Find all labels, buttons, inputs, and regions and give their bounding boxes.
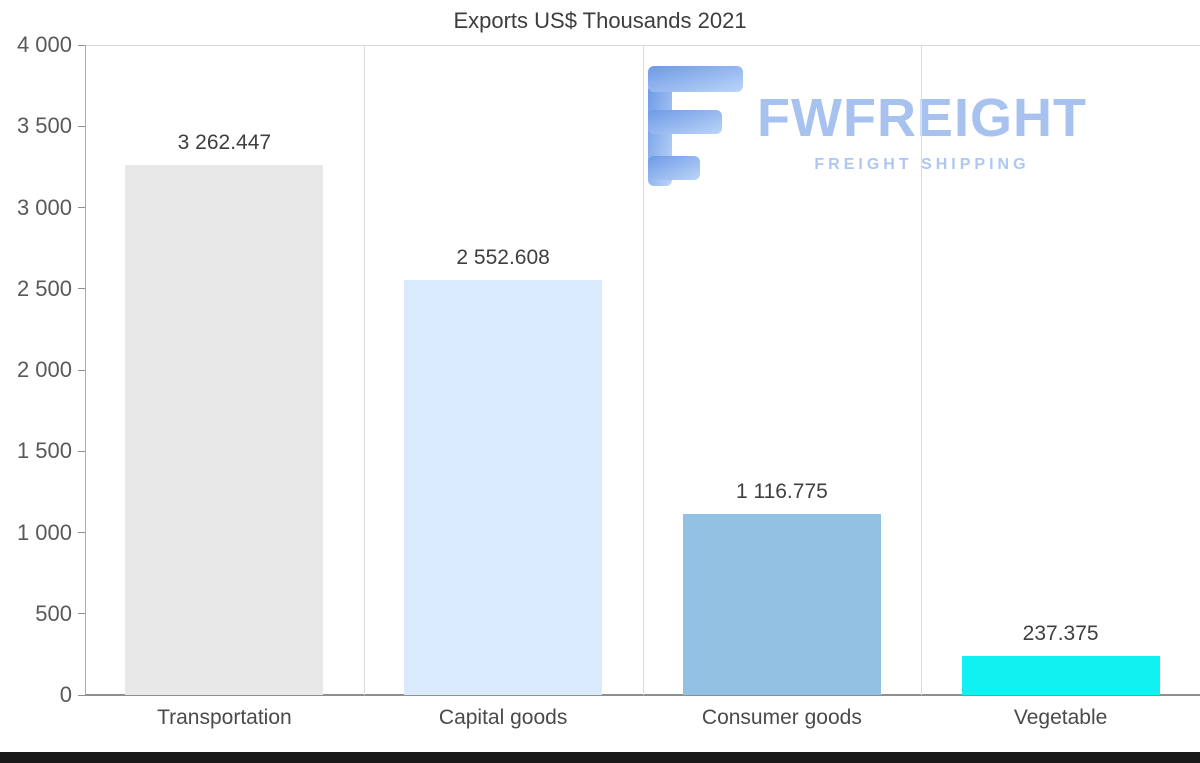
y-tick-label: 1 000: [16, 519, 72, 545]
y-tick-mark: [78, 125, 85, 127]
y-axis-line: [85, 45, 86, 695]
gridline-vertical: [363, 45, 365, 695]
y-tick-mark: [78, 613, 85, 615]
y-tick-mark: [78, 207, 85, 208]
logo-tagline: FREIGHT SHIPPING: [814, 156, 1030, 173]
fwfreight-f-icon: [648, 66, 743, 191]
y-tick-mark: [78, 288, 85, 290]
bar-value-label: 237.375: [1022, 622, 1099, 646]
bar-value-label: 2 552.608: [456, 246, 550, 270]
chart-title: Exports US$ Thousands 2021: [453, 8, 747, 33]
gridline-vertical: [642, 45, 644, 695]
bar-transportation: [125, 164, 324, 695]
y-tick-mark: [78, 694, 85, 696]
bar-capital-goods: [404, 280, 603, 695]
y-tick-mark: [78, 44, 85, 46]
y-tick-label: 0: [59, 682, 72, 707]
bar-value-label: 1 116.775: [735, 479, 828, 503]
y-tick-label: 1 500: [16, 438, 72, 464]
footer-bar: [0, 752, 1200, 763]
y-tick-mark: [78, 532, 85, 533]
y-tick-label: 3 000: [16, 194, 72, 220]
x-category-label: Capital goods: [438, 706, 568, 729]
y-tick-label: 4 000: [16, 32, 72, 57]
x-category-label: Transportation: [157, 706, 292, 729]
gridline-vertical: [921, 45, 923, 695]
bar-value-label: 3 262.447: [177, 130, 272, 154]
bar-vegetable: [961, 656, 1160, 695]
y-tick-label: 3 500: [16, 113, 72, 139]
x-category-label: Consumer goods: [701, 706, 862, 729]
y-tick-label: 2 500: [16, 275, 72, 301]
y-tick-label: 500: [35, 600, 72, 626]
y-tick-mark: [78, 450, 85, 452]
x-category-label: Vegetable: [1013, 706, 1108, 729]
logo: FWFREIGHT FREIGHT SHIPPING: [648, 66, 1153, 188]
y-tick-label: 2 000: [16, 357, 72, 382]
y-tick-mark: [78, 369, 85, 371]
bar-consumer-goods: [682, 513, 881, 695]
x-axis-line: [85, 694, 1200, 696]
